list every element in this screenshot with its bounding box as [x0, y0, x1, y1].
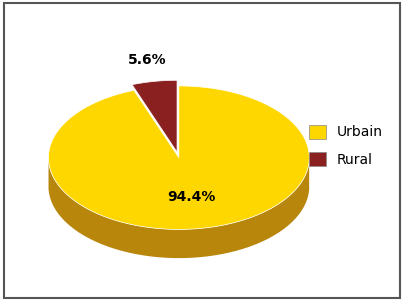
Text: 94.4%: 94.4% [167, 190, 216, 203]
Legend: Urbain, Rural: Urbain, Rural [305, 120, 387, 171]
Polygon shape [48, 86, 309, 229]
Text: 5.6%: 5.6% [128, 53, 167, 67]
Polygon shape [132, 80, 177, 152]
Polygon shape [48, 160, 309, 258]
